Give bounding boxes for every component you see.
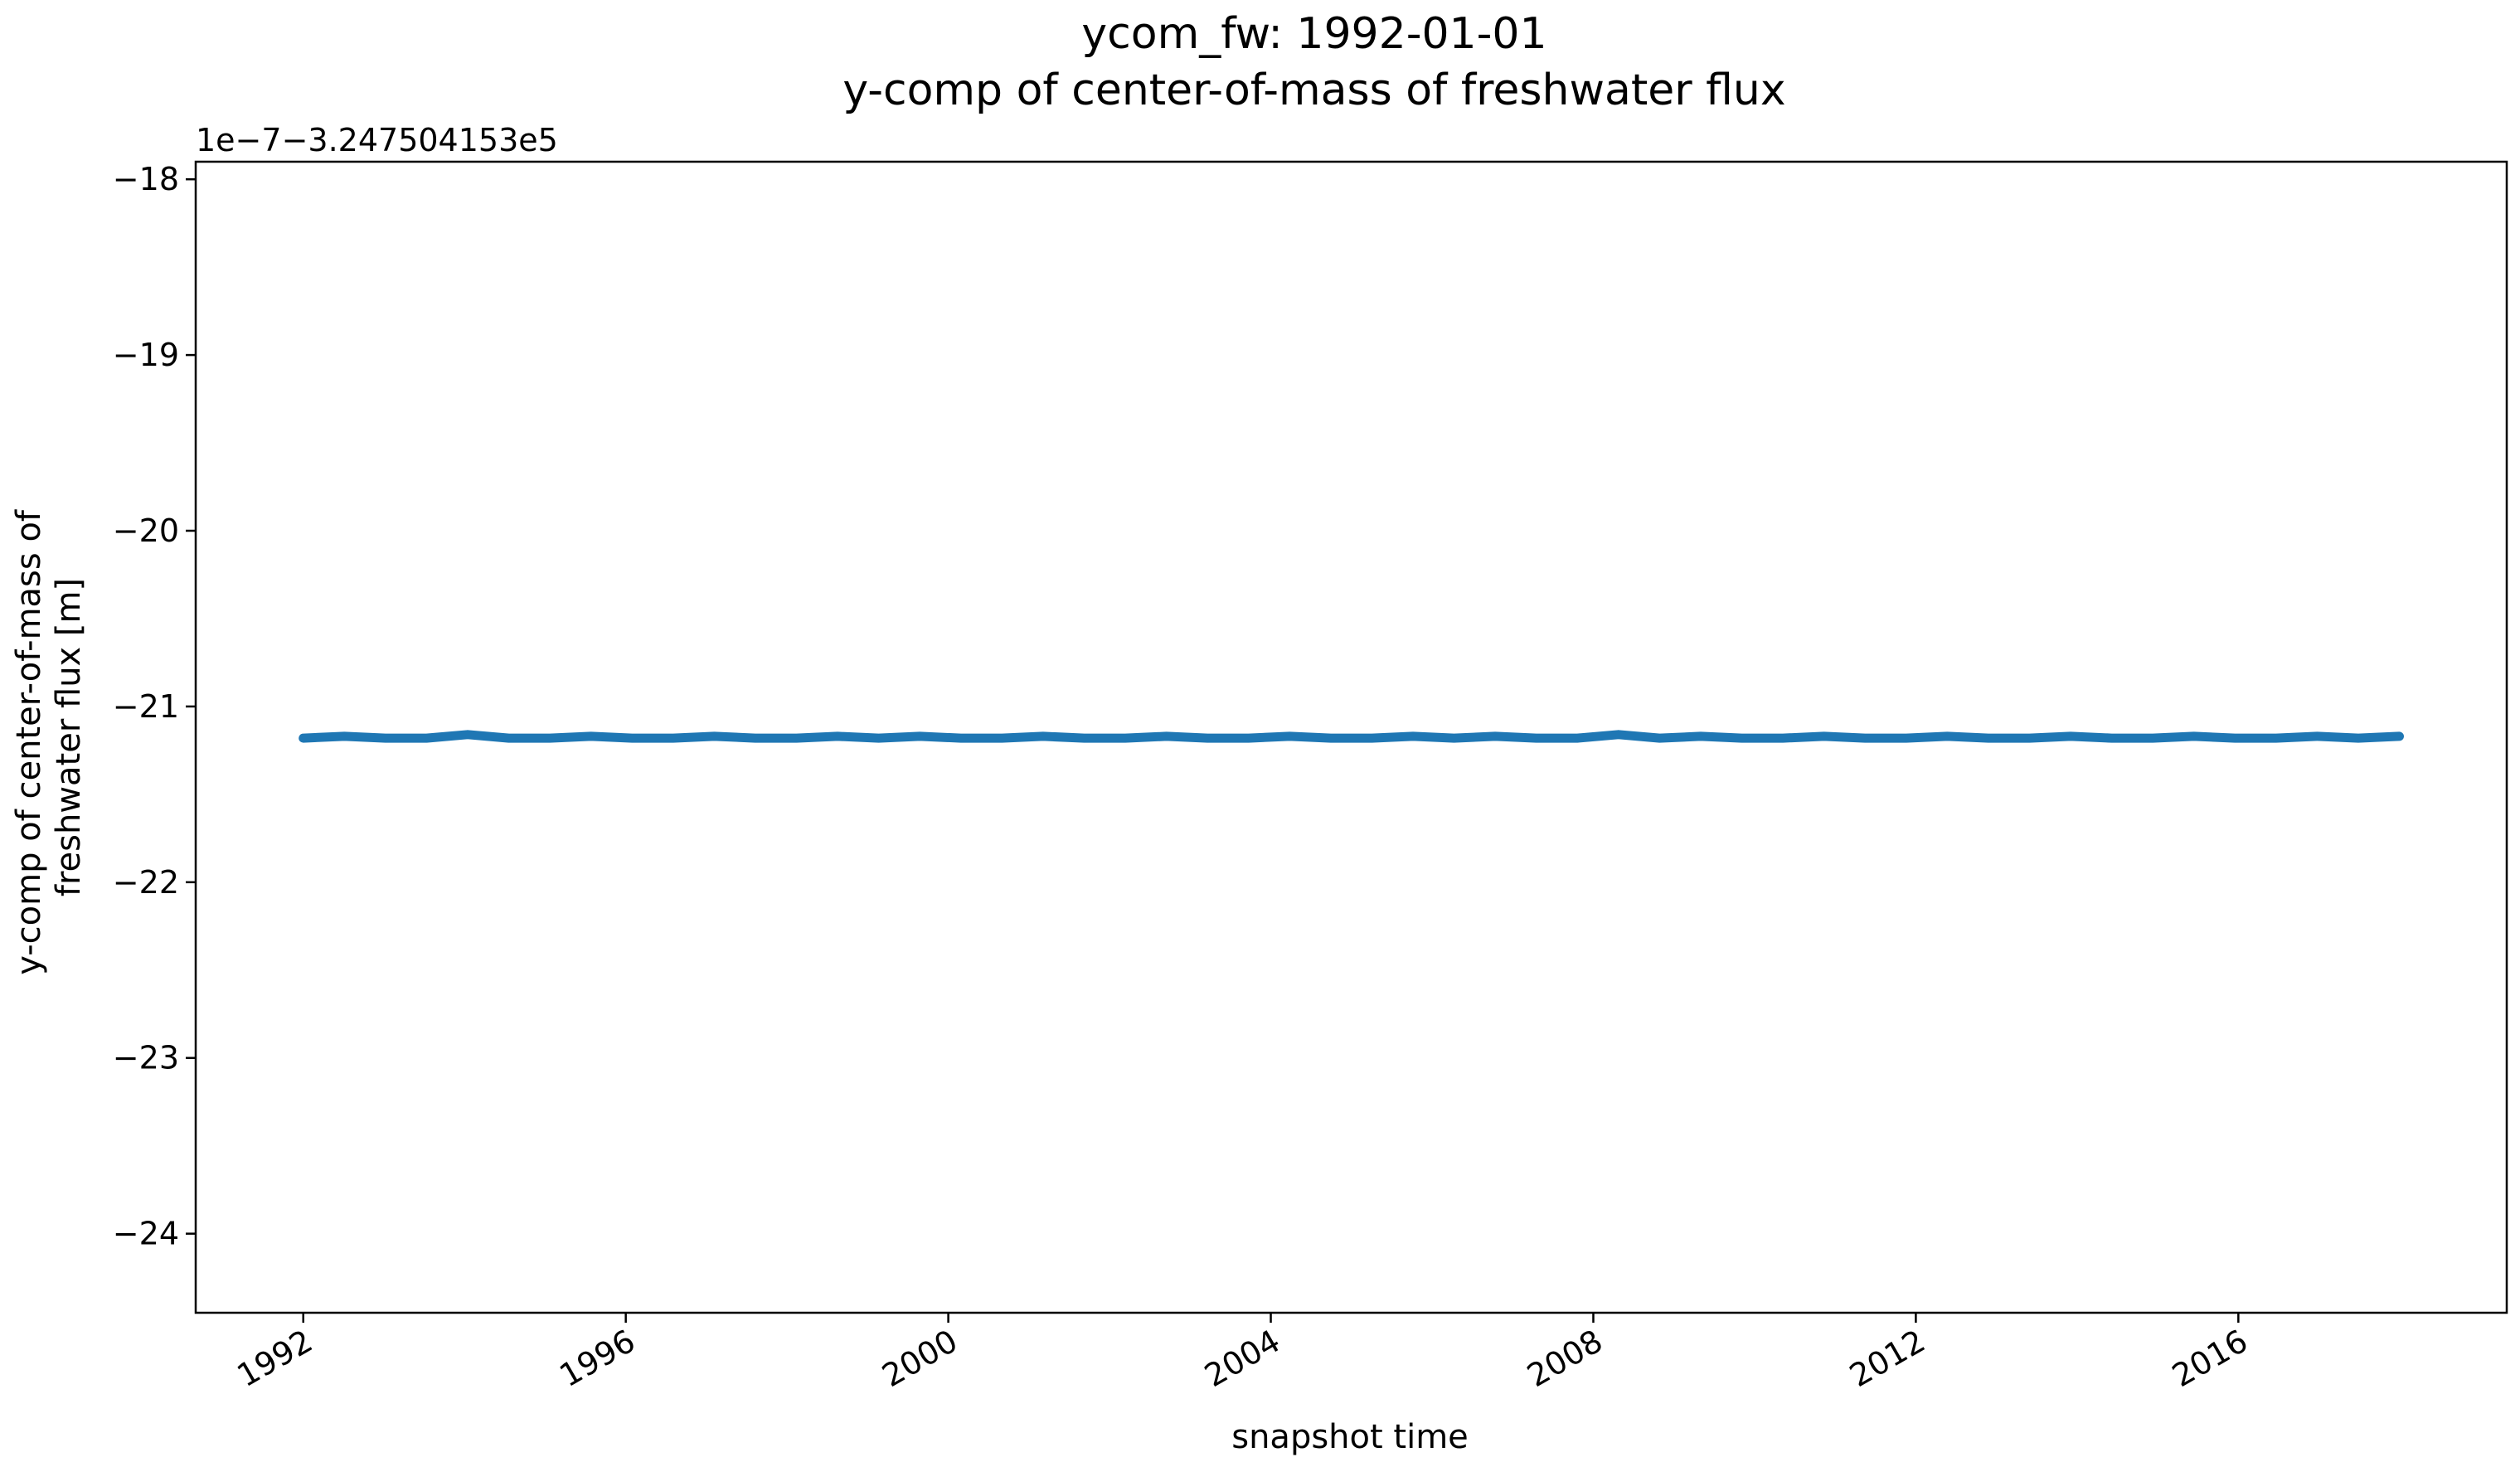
x-axis-label: snapshot time xyxy=(1231,1418,1469,1456)
plot-frame xyxy=(194,160,2508,1314)
y-tick-label: −20 xyxy=(113,512,179,549)
y-axis-label: y-comp of center-of-mass of freshwater f… xyxy=(10,499,88,974)
y-tick-label: −23 xyxy=(113,1040,179,1076)
y-axis: −18 −19 −20 −21 −22 −23 −24 xyxy=(113,161,196,1252)
y-axis-label-line-1: y-comp of center-of-mass of xyxy=(10,509,48,975)
x-tick-label: 2008 xyxy=(1521,1323,1609,1394)
chart-subtitle: y-comp of center-of-mass of freshwater f… xyxy=(842,66,1785,115)
x-tick-label: 1996 xyxy=(553,1323,641,1394)
y-tick-label: −24 xyxy=(113,1216,179,1252)
x-tick-label: 2004 xyxy=(1198,1323,1286,1394)
x-tick-label: 2016 xyxy=(2166,1323,2254,1394)
x-tick-label: 1992 xyxy=(231,1323,318,1394)
chart-title: ycom_fw: 1992-01-01 xyxy=(1081,9,1546,59)
y-tick-label: −22 xyxy=(113,864,179,901)
x-axis: 1992 1996 2000 2004 2008 2012 2016 xyxy=(231,1313,2254,1394)
y-axis-label-line-2: freshwater flux [m] xyxy=(50,578,88,896)
y-tick-label: −21 xyxy=(113,688,179,725)
y-axis-offset-label: 1e−7−3.247504153e5 xyxy=(196,122,558,158)
x-tick-label: 2012 xyxy=(1843,1323,1931,1394)
series-line xyxy=(299,730,2404,743)
plot-area xyxy=(299,730,2404,743)
y-tick-label: −18 xyxy=(113,161,179,197)
y-tick-label: −19 xyxy=(113,337,179,373)
x-tick-label: 2000 xyxy=(876,1323,964,1394)
